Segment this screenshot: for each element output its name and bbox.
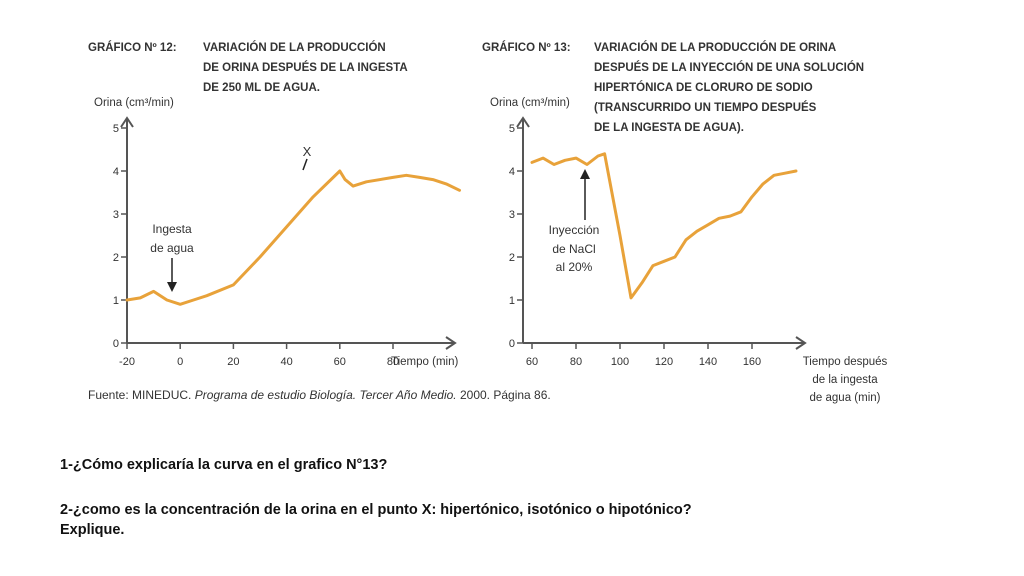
c13-y-tick-label: 1 <box>509 295 515 307</box>
c12-y-axis-label: Orina (cm³/min) <box>94 97 174 109</box>
c13-y-tick-label: 5 <box>509 123 515 135</box>
c13-y-axis-label: Orina (cm³/min) <box>490 97 570 109</box>
c13-x-tick-label: 80 <box>570 356 582 368</box>
c13-annotation-nacl: al 20% <box>556 260 593 274</box>
chart13-title-line: HIPERTÓNICA DE CLORURO DE SODIO <box>594 82 813 94</box>
c13-y-tick-label: 2 <box>509 252 515 264</box>
c12-series-line <box>125 169 461 306</box>
source-title: Programa de estudio Biología. Tercer Año… <box>194 388 457 402</box>
c12-x-tick-label: -20 <box>119 356 135 368</box>
c13-x-axis-label: Tiempo después <box>803 356 888 368</box>
chart13-title: VARIACIÓN DE LA PRODUCCIÓN DE ORINA DESP… <box>594 38 864 138</box>
c12-point-x-marker <box>302 158 308 171</box>
c13-x-axis-arrow <box>795 336 807 350</box>
chart12-title-line: DE 250 ML DE AGUA. <box>203 82 320 94</box>
c13-y-axis-arrow <box>516 116 530 128</box>
c12-y-tick-label: 5 <box>113 123 119 135</box>
c13-x-axis-label: de agua (min) <box>810 392 881 404</box>
c13-annotation-nacl: de NaCl <box>552 242 595 256</box>
c13-x-tick-label: 120 <box>655 356 673 368</box>
c12-x-tick-label: 40 <box>280 356 292 368</box>
chart12-title-line: VARIACIÓN DE LA PRODUCCIÓN <box>203 42 386 54</box>
c12-x-axis-label: Tiempo (min) <box>391 356 458 368</box>
chart13-title-line: DE LA INGESTA DE AGUA). <box>594 122 744 134</box>
c13-series-line <box>530 152 798 300</box>
c13-y-tick-label: 0 <box>509 338 515 350</box>
c13-x-tick-label: 60 <box>526 356 538 368</box>
c12-x-tick-label: 80 <box>387 356 399 368</box>
c13-x-tick-label: 100 <box>611 356 629 368</box>
c12-annotation-ingesta: Ingesta <box>152 222 192 236</box>
c12-annotation-arrowhead <box>167 282 177 292</box>
c12-point-x-label: X <box>303 144 312 159</box>
c13-annotation-arrowhead <box>580 169 590 179</box>
c12-y-tick-label: 0 <box>113 338 119 350</box>
source-citation: Fuente: MINEDUC. Programa de estudio Bio… <box>88 388 551 402</box>
chart12-title: VARIACIÓN DE LA PRODUCCIÓN DE ORINA DESP… <box>203 38 408 98</box>
c13-x-tick-label: 140 <box>699 356 717 368</box>
question-2: 2-¿como es la concentración de la orina … <box>60 502 692 518</box>
question-1: 1-¿Cómo explicaría la curva en el grafic… <box>60 457 388 473</box>
source-prefix: Fuente: MINEDUC. <box>88 388 195 402</box>
chart13-label: GRÁFICO Nº 13: <box>482 42 571 54</box>
c12-y-axis-arrow <box>120 116 134 128</box>
c12-x-tick-label: 20 <box>227 356 239 368</box>
c12-x-tick-label: 0 <box>177 356 183 368</box>
chart12-label: GRÁFICO Nº 12: <box>88 42 177 54</box>
chart13-title-line: VARIACIÓN DE LA PRODUCCIÓN DE ORINA <box>594 42 837 54</box>
c12-y-tick-label: 2 <box>113 252 119 264</box>
c13-x-axis-label: de la ingesta <box>812 374 878 386</box>
chart13-title-line: (TRANSCURRIDO UN TIEMPO DESPUÉS <box>594 102 817 114</box>
c12-x-tick-label: 60 <box>334 356 346 368</box>
c13-y-tick-label: 3 <box>509 209 515 221</box>
c12-x-axis-arrow <box>445 336 457 350</box>
c13-annotation-nacl: Inyección <box>549 223 600 237</box>
c13-y-tick-label: 4 <box>509 166 515 178</box>
c12-y-tick-label: 1 <box>113 295 119 307</box>
chart13-title-line: DESPUÉS DE LA INYECCIÓN DE UNA SOLUCIÓN <box>594 62 865 74</box>
chart12-title-line: DE ORINA DESPUÉS DE LA INGESTA <box>203 62 408 74</box>
c13-x-tick-label: 160 <box>743 356 761 368</box>
c12-y-tick-label: 4 <box>113 166 119 178</box>
c12-annotation-ingesta: de agua <box>150 241 194 255</box>
c12-y-tick-label: 3 <box>113 209 119 221</box>
source-suffix: 2000. Página 86. <box>456 388 551 402</box>
question-2-continuation: Explique. <box>60 522 125 538</box>
